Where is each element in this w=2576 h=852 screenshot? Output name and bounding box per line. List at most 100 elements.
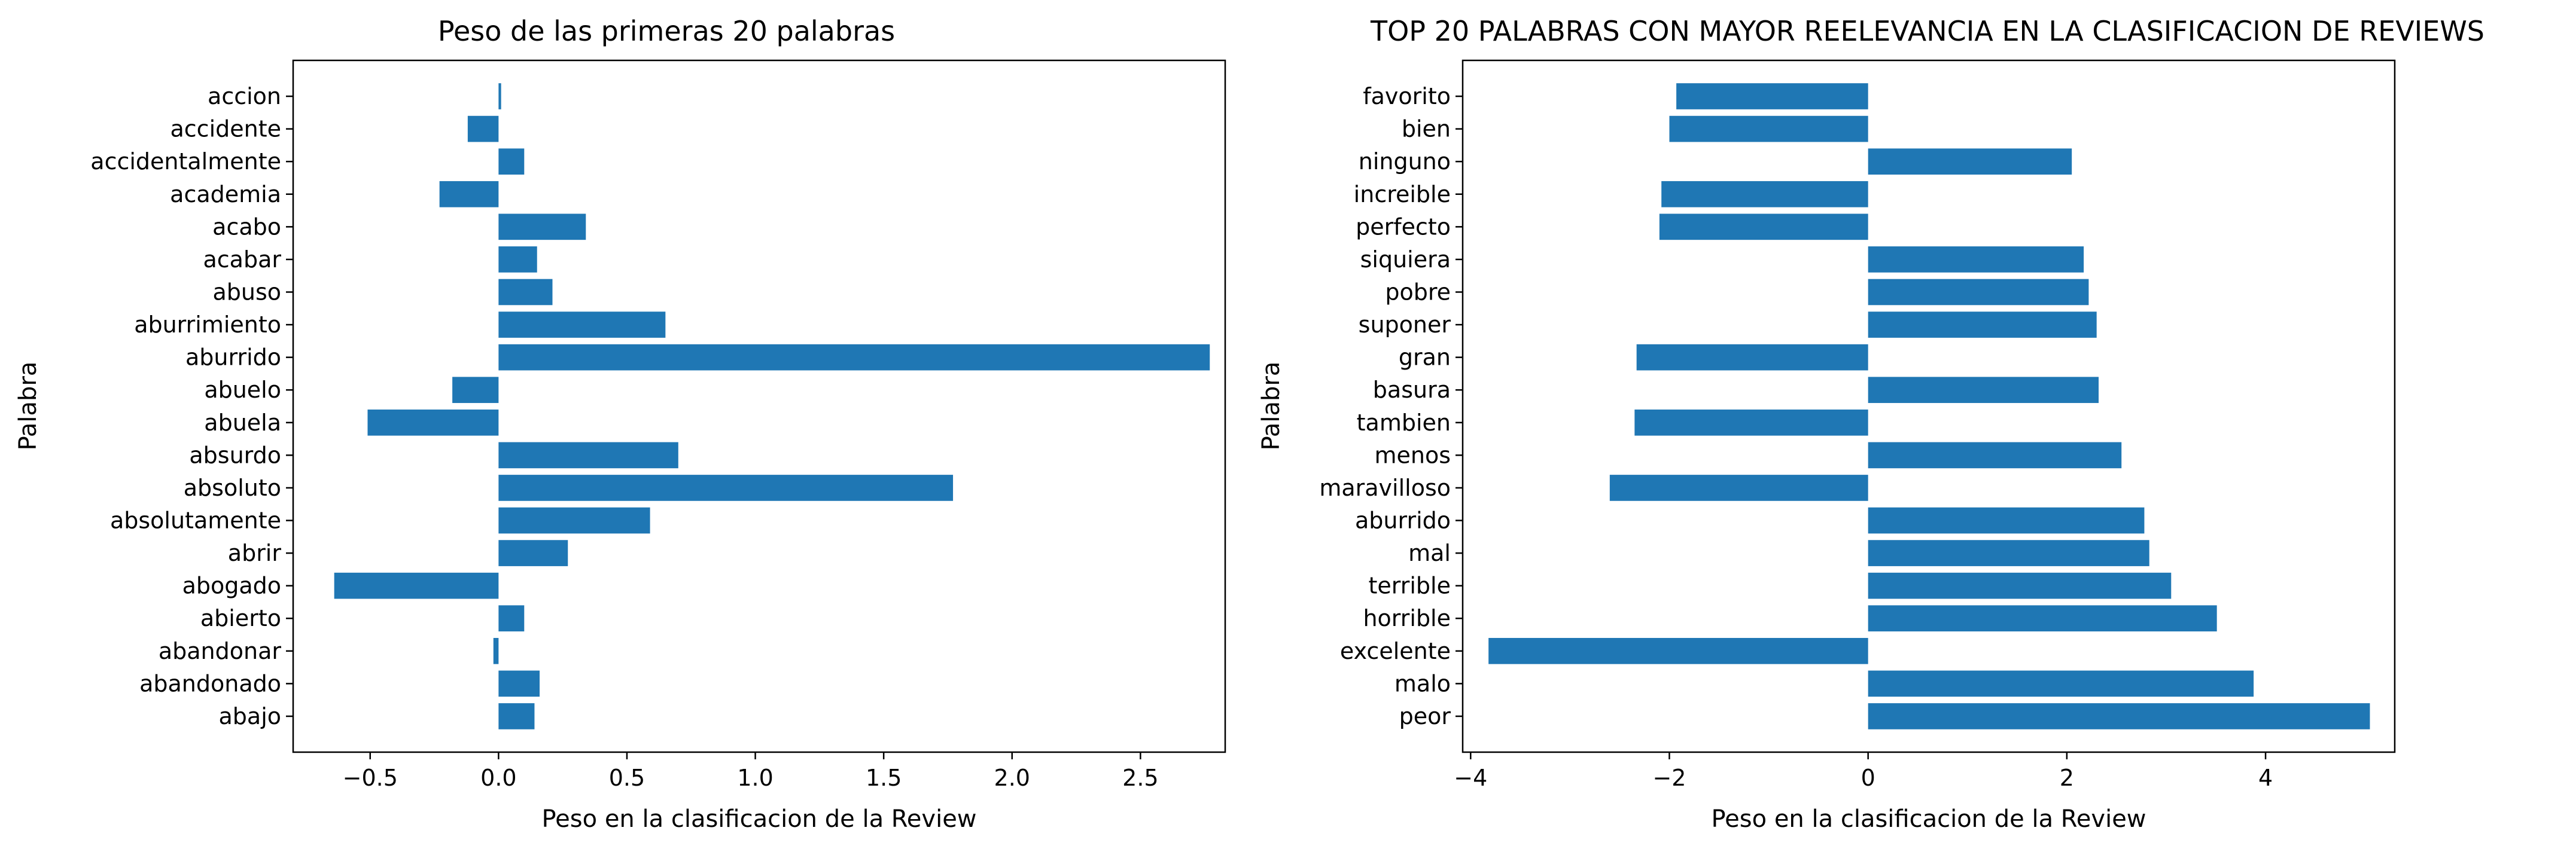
bar-accidentalmente [498,148,525,175]
y-axis-label: Palabra [14,362,42,451]
bar-basura [1868,377,2099,404]
bar-abandonado [498,670,540,697]
y-tick-label: increible [1354,181,1451,207]
bar-pobre [1868,279,2089,306]
y-tick-label: suponer [1359,312,1451,338]
bar-peor [1868,703,2370,729]
bar-abrir [498,540,568,566]
bar-abuela [367,409,499,436]
x-axis-label: Peso en la clasificacion de la Review [541,805,976,833]
bar-abierto [498,605,525,632]
bar-horrible [1868,605,2217,632]
bar-accidente [467,115,499,142]
chart-title: Peso de las primeras 20 palabras [438,15,895,47]
bar-aburrido [1868,507,2145,534]
y-tick-label: accion [208,83,281,109]
x-tick-label: 1.5 [866,765,902,791]
x-tick-label: 1.0 [737,765,773,791]
bar-absoluto [498,475,954,501]
y-axis-label: Palabra [1257,362,1285,451]
bar-siquiera [1868,246,2084,273]
bar-favorito [1676,83,1868,109]
bar-aburrido [498,344,1210,371]
y-tick-label: horrible [1363,605,1451,631]
x-ticks: −0.5 0.0 0.5 1.0 1.5 2.0 2.5 [343,752,1159,791]
bar-terrible [1868,572,2172,599]
bars [1488,83,2370,729]
y-tick-label: abrir [228,540,282,566]
bar-bien [1669,115,1868,142]
chart-title: TOP 20 PALABRAS CON MAYOR REELEVANCIA EN… [1370,15,2484,47]
y-tick-label: abandonado [139,670,281,697]
y-tick-label: tambien [1357,410,1451,436]
y-tick-label: maravilloso [1319,475,1451,501]
bar-absurdo [498,442,678,469]
x-tick-label: 0 [1861,765,1875,791]
bar-accion [498,83,501,109]
plot-frame [292,59,1226,753]
bar-ninguno [1868,148,2072,175]
x-tick-label: 0.5 [609,765,645,791]
y-tick-label: menos [1374,442,1451,468]
y-tick-label: academia [170,181,281,207]
x-tick-label: 2.5 [1122,765,1158,791]
bar-suponer [1868,312,2097,338]
y-tick-label: acabar [203,246,282,273]
y-tick-label: excelente [1340,638,1451,664]
bar-abandonar [493,637,499,664]
y-tick-label: malo [1394,670,1451,697]
y-ticks: peor malo excelente horrible terrible mal abur… [1319,83,1463,729]
y-tick-label: perfecto [1356,213,1451,240]
plot-frame [1461,59,2396,753]
y-tick-label: acabo [212,213,281,240]
y-tick-label: accidentalmente [90,148,281,175]
y-tick-label: bien [1402,116,1451,142]
y-tick-label: ninguno [1359,148,1451,175]
x-tick-label: −0.5 [343,765,398,791]
y-tick-label: aburrido [185,344,281,371]
bar-gran [1636,344,1868,371]
y-tick-label: mal [1408,540,1451,566]
bar-acabo [498,213,586,240]
x-axis-label: Peso en la clasificacion de la Review [1711,805,2146,833]
bar-aburrimiento [498,312,666,338]
bar-academia [439,181,499,207]
bar-excelente [1488,637,1868,664]
bar-tambien [1634,409,1868,436]
bar-abogado [334,572,499,599]
bar-menos [1868,442,2122,469]
bar-acabar [498,246,537,273]
y-tick-label: abierto [200,605,281,631]
y-tick-label: terrible [1369,573,1451,599]
y-tick-label: abuso [212,279,281,305]
x-tick-label: 4 [2258,765,2273,791]
x-tick-label: 2.0 [994,765,1030,791]
bar-malo [1868,670,2254,697]
y-tick-label: abandonar [159,638,282,664]
x-tick-label: 2 [2060,765,2074,791]
y-tick-label: aburrimiento [134,312,281,338]
bar-perfecto [1659,213,1868,240]
y-ticks: abajo abandonado abandonar abierto abogado ab… [90,83,293,729]
y-tick-label: peor [1399,703,1451,729]
y-tick-label: absoluto [184,475,281,501]
y-tick-label: abuelo [204,377,281,403]
y-tick-label: abuela [204,410,281,436]
bar-abuso [498,279,553,306]
x-ticks: −4 −2 0 2 4 [1454,752,2273,791]
bar-abuelo [452,377,499,404]
y-tick-label: favorito [1363,83,1451,109]
bar-increible [1661,181,1868,207]
bar-abajo [498,703,535,729]
bar-mal [1868,540,2149,566]
x-tick-label: −2 [1652,765,1686,791]
y-tick-label: accidente [170,116,282,142]
y-tick-label: pobre [1385,279,1451,305]
y-tick-label: absurdo [189,442,281,468]
bar-absolutamente [498,507,650,534]
y-tick-label: gran [1399,344,1451,371]
x-tick-label: −4 [1454,765,1487,791]
y-tick-label: absolutamente [110,508,281,534]
y-tick-label: siquiera [1360,246,1451,273]
